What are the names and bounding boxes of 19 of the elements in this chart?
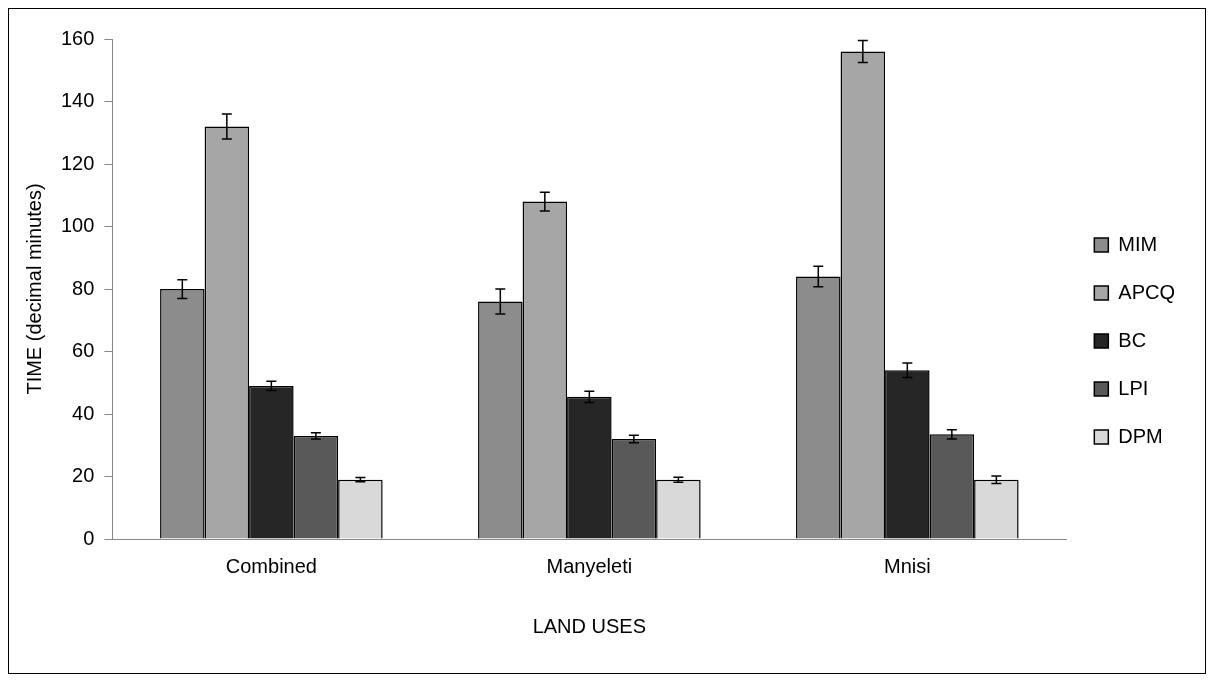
y-tick-label: 160 [60, 26, 95, 49]
y-tick-label: 120 [60, 151, 95, 174]
y-tick-label: 80 [72, 276, 95, 299]
y-tick-label: 20 [72, 464, 95, 487]
y-tick-label: 0 [83, 526, 95, 549]
x-tick-label: Mnisi [883, 554, 931, 577]
legend-label: APCQ [1118, 280, 1176, 303]
x-axis-title: LAND USES [532, 614, 647, 637]
legend-label: LPI [1118, 376, 1149, 399]
x-tick-label: Combined [225, 554, 317, 577]
y-tick-label: 40 [72, 401, 95, 424]
y-axis-title: TIME (decimal minutes) [22, 183, 45, 395]
legend-label: BC [1118, 328, 1147, 351]
legend-label: DPM [1118, 424, 1163, 447]
y-tick-label: 60 [72, 339, 95, 362]
x-tick-label: Manyeleti [546, 554, 633, 577]
y-tick-label: 100 [60, 214, 95, 237]
legend-label: MIM [1118, 232, 1158, 255]
y-tick-label: 140 [60, 89, 95, 112]
